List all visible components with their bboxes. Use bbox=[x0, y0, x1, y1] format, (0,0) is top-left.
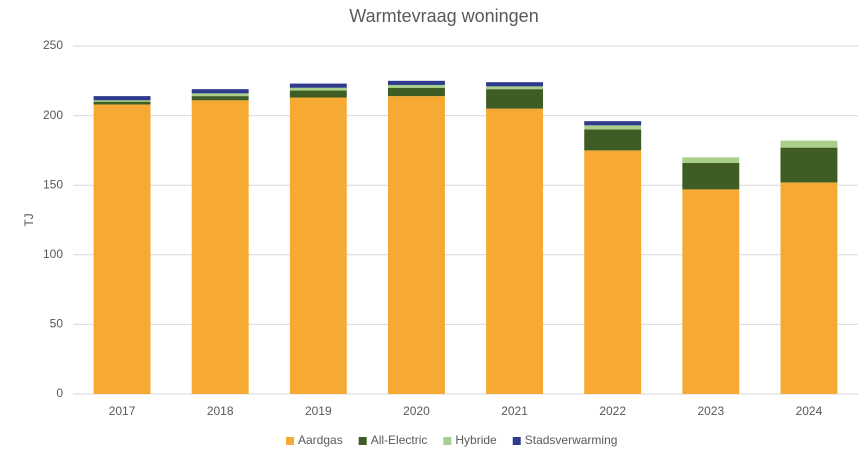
bar-segment bbox=[682, 162, 740, 190]
bar-segment bbox=[387, 80, 445, 85]
bar-segment bbox=[387, 96, 445, 394]
legend-label: Aardgas bbox=[298, 433, 343, 447]
x-tick-label: 2020 bbox=[403, 404, 430, 418]
y-axis-label: TJ bbox=[22, 213, 36, 226]
legend-label: All-Electric bbox=[371, 433, 428, 447]
bar-segment bbox=[780, 140, 838, 148]
x-tick-label: 2018 bbox=[207, 404, 234, 418]
bar-segment bbox=[780, 147, 838, 183]
bar-segment bbox=[93, 96, 151, 101]
bar-segment bbox=[780, 182, 838, 394]
bar-segment bbox=[93, 104, 151, 395]
y-tick-label: 150 bbox=[43, 177, 63, 191]
x-tick-label: 2017 bbox=[109, 404, 136, 418]
bar-segment bbox=[289, 87, 347, 91]
y-tick-label: 0 bbox=[56, 386, 63, 400]
bar-segment bbox=[486, 82, 544, 87]
y-tick-label: 100 bbox=[43, 247, 63, 261]
legend-swatch bbox=[358, 437, 367, 445]
bar-segment bbox=[191, 96, 249, 101]
y-tick-label: 250 bbox=[43, 38, 63, 52]
bar-segment bbox=[387, 87, 445, 97]
bar-segment bbox=[682, 157, 740, 163]
chart-title: Warmtevraag woningen bbox=[349, 6, 538, 26]
x-tick-label: 2019 bbox=[305, 404, 332, 418]
legend-label: Stadsverwarming bbox=[525, 433, 618, 447]
bar-segment bbox=[387, 84, 445, 88]
x-tick-label: 2021 bbox=[501, 404, 528, 418]
bar-segment bbox=[289, 90, 347, 98]
bar-segment bbox=[486, 108, 544, 394]
bar-segment bbox=[191, 100, 249, 395]
bar-segment bbox=[191, 89, 249, 94]
bar-segment bbox=[584, 150, 642, 394]
x-tick-label: 2022 bbox=[599, 404, 626, 418]
y-tick-label: 200 bbox=[43, 108, 63, 122]
bar-segment bbox=[486, 89, 544, 109]
bar-segment bbox=[682, 189, 740, 394]
legend-swatch bbox=[512, 437, 521, 445]
bar-segment bbox=[191, 93, 249, 97]
bar-segment bbox=[584, 121, 642, 126]
bar-segment bbox=[289, 97, 347, 394]
x-tick-label: 2024 bbox=[796, 404, 823, 418]
bar-segment bbox=[289, 83, 347, 88]
bar-segment bbox=[584, 129, 642, 151]
bar-segment bbox=[93, 100, 151, 102]
bar-segment bbox=[93, 101, 151, 105]
legend-swatch bbox=[443, 437, 452, 445]
x-tick-label: 2023 bbox=[697, 404, 724, 418]
legend-label: Hybride bbox=[455, 433, 497, 447]
legend-swatch bbox=[286, 437, 294, 445]
bar-segment bbox=[584, 125, 642, 130]
bar-segment bbox=[486, 86, 544, 90]
y-tick-label: 50 bbox=[50, 317, 64, 331]
